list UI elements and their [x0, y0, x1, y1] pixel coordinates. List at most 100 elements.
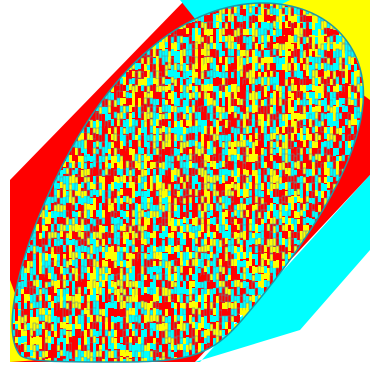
cell — [159, 280, 162, 286]
cell — [134, 315, 139, 323]
cell — [131, 160, 136, 169]
cell — [126, 350, 129, 356]
cell — [192, 252, 195, 258]
cell — [42, 329, 45, 336]
cell — [168, 226, 171, 235]
cell — [113, 322, 118, 332]
cell — [173, 265, 178, 273]
cell — [281, 7, 286, 15]
cell — [254, 245, 259, 254]
cell — [174, 226, 177, 235]
cell — [168, 212, 171, 220]
cell — [218, 196, 223, 204]
cell — [65, 267, 70, 276]
cell — [156, 287, 159, 295]
cell — [188, 62, 193, 70]
cell — [177, 191, 180, 200]
cell — [191, 139, 196, 147]
cell — [210, 36, 213, 43]
cell — [273, 176, 276, 183]
cell — [225, 8, 228, 14]
cell — [62, 328, 67, 336]
cell — [261, 2, 264, 9]
cell — [228, 280, 231, 286]
cell — [267, 70, 270, 77]
cell — [144, 58, 147, 67]
cell — [221, 280, 226, 288]
cell — [177, 352, 180, 359]
cell — [201, 177, 204, 185]
cell — [282, 57, 285, 66]
cell — [200, 153, 205, 161]
cell — [227, 140, 232, 148]
cell — [234, 232, 237, 240]
cell — [93, 184, 96, 192]
cell — [233, 69, 238, 80]
cell — [224, 162, 229, 170]
cell — [228, 289, 231, 295]
cell — [216, 232, 219, 241]
cell — [204, 126, 207, 135]
cell — [165, 183, 168, 190]
cell — [93, 170, 96, 177]
cell — [225, 36, 228, 45]
cell — [83, 139, 88, 150]
cell — [165, 231, 168, 237]
cell — [249, 63, 252, 72]
cell — [236, 127, 241, 135]
cell — [242, 209, 247, 217]
cell — [120, 141, 123, 149]
cell — [129, 260, 132, 269]
cell — [78, 211, 81, 219]
cell — [123, 155, 126, 163]
cell — [144, 191, 147, 200]
cell — [81, 351, 84, 360]
cell — [192, 322, 195, 328]
cell — [75, 191, 78, 200]
cell — [201, 295, 204, 304]
cell — [170, 293, 175, 301]
cell — [135, 238, 138, 246]
cell — [161, 315, 166, 323]
cell — [261, 168, 264, 176]
cell — [219, 35, 222, 42]
cell — [252, 134, 255, 140]
cell — [138, 344, 141, 353]
cell — [168, 57, 171, 65]
cell — [66, 310, 69, 316]
cell — [173, 286, 178, 295]
cell — [147, 294, 150, 301]
cell — [179, 337, 184, 345]
cell — [189, 168, 192, 175]
cell — [81, 336, 84, 343]
cell — [92, 160, 97, 168]
cell — [159, 238, 162, 245]
cell — [198, 85, 201, 94]
cell — [246, 107, 249, 114]
cell — [92, 321, 97, 331]
cell — [105, 107, 108, 116]
cell — [98, 308, 103, 316]
cell — [230, 244, 235, 255]
cell — [36, 218, 39, 226]
cell — [267, 91, 270, 100]
cell — [249, 113, 252, 121]
cell — [276, 169, 279, 176]
cell — [228, 92, 231, 99]
cell — [180, 30, 183, 37]
cell — [272, 237, 277, 247]
cell — [272, 70, 277, 79]
cell — [246, 183, 249, 191]
cell — [279, 140, 282, 149]
cell — [81, 225, 84, 231]
cell — [156, 357, 159, 363]
cell — [15, 337, 18, 343]
cell — [174, 86, 177, 93]
cell — [156, 119, 159, 126]
cell — [98, 188, 103, 197]
cell — [234, 149, 237, 158]
cell — [264, 35, 267, 43]
cell — [75, 247, 78, 253]
cell — [54, 303, 57, 309]
cell — [132, 149, 135, 158]
